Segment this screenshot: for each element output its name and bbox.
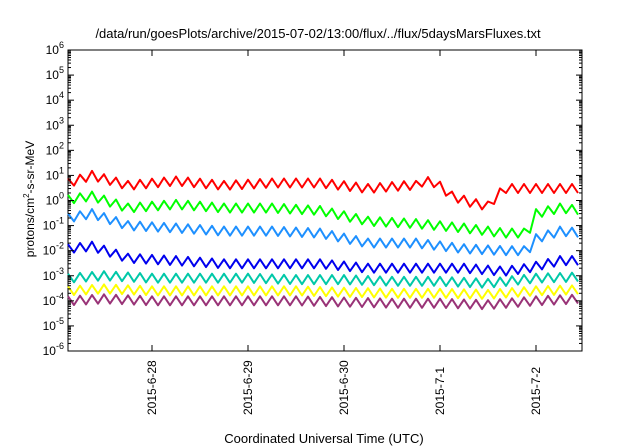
y-tick-label: 10-3 — [43, 266, 64, 283]
chart-title: /data/run/goesPlots/archive/2015-07-02/1… — [95, 26, 541, 41]
series-line-6 — [67, 283, 579, 300]
x-tick-label: 2015-7-1 — [433, 367, 447, 415]
y-tick-label: 105 — [46, 65, 64, 82]
y-tick-label: 103 — [46, 115, 64, 132]
y-tick-label: 100 — [46, 191, 64, 208]
x-tick-label: 2015-6-30 — [337, 360, 351, 415]
y-tick-label: 10-6 — [43, 341, 64, 358]
series-line-2 — [67, 190, 579, 239]
y-tick-label: 102 — [46, 140, 64, 157]
y-tick-label: 104 — [46, 90, 64, 107]
y-axis: 10-6 10-5 10-4 10-3 10-2 10-1 100 101 102 103 104 1… — [43, 40, 582, 358]
y-tick-label: 101 — [46, 165, 64, 182]
x-tick-label: 2015-6-28 — [145, 360, 159, 415]
x-axis: 2015-6-28 2015-6-29 2015-6-30 2015-7-1 2015-… — [145, 50, 543, 415]
y-axis-label: protons/cm2-s-sr-MeV — [22, 141, 37, 257]
series-line-4 — [67, 240, 579, 277]
y-tick-label: 106 — [46, 40, 64, 57]
y-tick-label: 10-4 — [43, 291, 64, 308]
x-tick-label: 2015-7-2 — [529, 367, 543, 415]
y-tick-label: 10-2 — [43, 241, 64, 258]
series-line-7 — [67, 293, 579, 311]
x-tick-label: 2015-6-29 — [241, 360, 255, 415]
y-tick-label: 10-1 — [43, 216, 64, 233]
series-line-5 — [67, 270, 579, 289]
plot-area — [67, 49, 583, 352]
x-axis-label: Coordinated Universal Time (UTC) — [224, 431, 423, 446]
series-line-1 — [67, 169, 579, 211]
series-line-3 — [67, 208, 579, 257]
y-tick-label: 10-5 — [43, 316, 64, 333]
